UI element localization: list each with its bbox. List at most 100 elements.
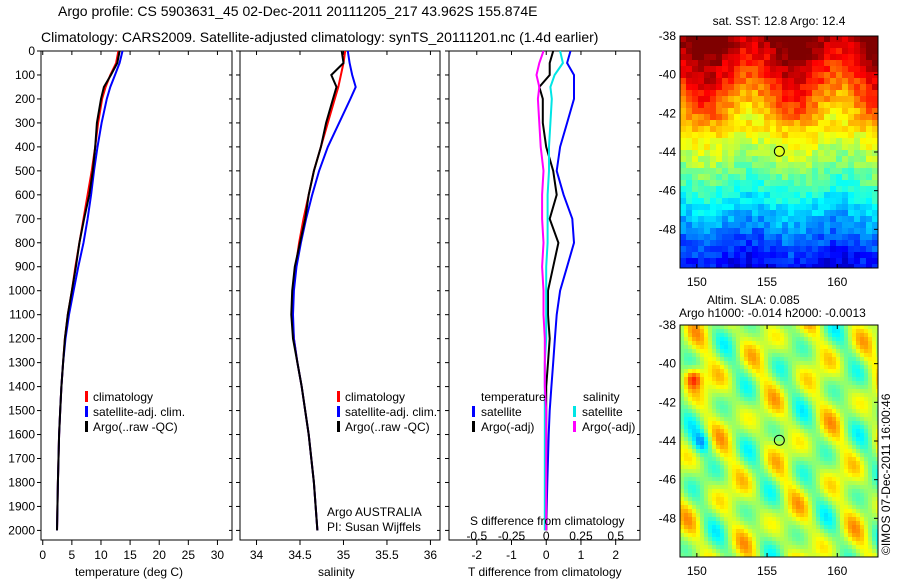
map-cell — [782, 186, 788, 192]
map-cell — [806, 150, 812, 156]
map-cell — [872, 385, 876, 389]
map-cell — [812, 204, 818, 210]
map-cell — [746, 138, 752, 144]
map-cell — [720, 365, 724, 369]
map-cell — [780, 377, 784, 381]
map-cell — [854, 90, 860, 96]
map-cell — [804, 533, 808, 537]
map-cell — [818, 186, 824, 192]
map-cell — [848, 333, 852, 337]
map-cell — [868, 529, 872, 533]
map-cell — [782, 90, 788, 96]
map-cell — [864, 485, 868, 489]
y-tick-label: 1000 — [8, 284, 35, 298]
map-cell — [806, 102, 812, 108]
map-cell — [842, 252, 848, 258]
map-cell — [860, 325, 864, 329]
map-cell — [684, 469, 688, 473]
map-cell — [788, 234, 794, 240]
map-cell — [712, 329, 716, 333]
map-cell — [772, 429, 776, 433]
map-cell — [788, 533, 792, 537]
map-cell — [734, 150, 740, 156]
map-cell — [768, 513, 772, 517]
map-cell — [716, 168, 722, 174]
map-cell — [840, 345, 844, 349]
map-cell — [728, 150, 734, 156]
map-cell — [746, 54, 752, 60]
map-cell — [876, 417, 878, 421]
map-cell — [808, 553, 812, 557]
map-cell — [836, 174, 842, 180]
map-cell — [698, 222, 704, 228]
map-cell — [788, 349, 792, 353]
map-cell — [736, 469, 740, 473]
map-cell — [832, 333, 836, 337]
map-cell — [836, 553, 840, 557]
map-cell — [796, 477, 800, 481]
map-cell — [692, 168, 698, 174]
map-cell — [856, 521, 860, 525]
map-cell — [764, 509, 768, 513]
map-cell — [748, 417, 752, 421]
map-cell — [800, 162, 806, 168]
map-cell — [716, 373, 720, 377]
map-cell — [734, 72, 740, 78]
map-cell — [842, 72, 848, 78]
map-cell — [680, 433, 684, 437]
map-cell — [856, 453, 860, 457]
map-cell — [716, 437, 720, 441]
map-cell — [692, 509, 696, 513]
map-cell — [744, 409, 748, 413]
map-cell — [704, 501, 708, 505]
map-cell — [722, 246, 728, 252]
map-cell — [860, 437, 864, 441]
map-cell — [770, 90, 776, 96]
map-cell — [824, 72, 830, 78]
map-cell — [740, 228, 746, 234]
map-cell — [764, 216, 770, 222]
map-cell — [816, 409, 820, 413]
map-cell — [688, 513, 692, 517]
map-cell — [752, 60, 758, 66]
map-cell — [688, 405, 692, 409]
map-cell — [864, 397, 868, 401]
map-cell — [782, 144, 788, 150]
map-cell — [708, 325, 712, 329]
map-cell — [824, 325, 828, 329]
map-cell — [722, 78, 728, 84]
map-cell — [780, 477, 784, 481]
map-cell — [828, 445, 832, 449]
map-cell — [872, 365, 876, 369]
map-cell — [876, 401, 878, 405]
map-cell — [864, 497, 868, 501]
x-tick-label: 35.5 — [375, 548, 399, 562]
map-cell — [756, 453, 760, 457]
map-cell — [812, 473, 816, 477]
map-cell — [752, 381, 756, 385]
map-cell — [710, 36, 716, 42]
map-cell — [836, 521, 840, 525]
map-cell — [696, 329, 700, 333]
map-cell — [692, 469, 696, 473]
map-cell — [728, 409, 732, 413]
map-cell — [796, 533, 800, 537]
map-cell — [698, 258, 704, 264]
map-cell — [852, 457, 856, 461]
map-cell — [854, 138, 860, 144]
map-cell — [728, 449, 732, 453]
map-cell — [824, 341, 828, 345]
map-cell — [800, 505, 804, 509]
map-cell — [752, 525, 756, 529]
map-cell — [680, 48, 686, 54]
map-cell — [764, 42, 770, 48]
map-cell — [708, 525, 712, 529]
map-cell — [776, 381, 780, 385]
map-cell — [788, 102, 794, 108]
map-cell — [816, 457, 820, 461]
map-cell — [828, 341, 832, 345]
map-cell — [720, 369, 724, 373]
map-cell — [712, 533, 716, 537]
map-cell — [824, 545, 828, 549]
map-cell — [828, 477, 832, 481]
